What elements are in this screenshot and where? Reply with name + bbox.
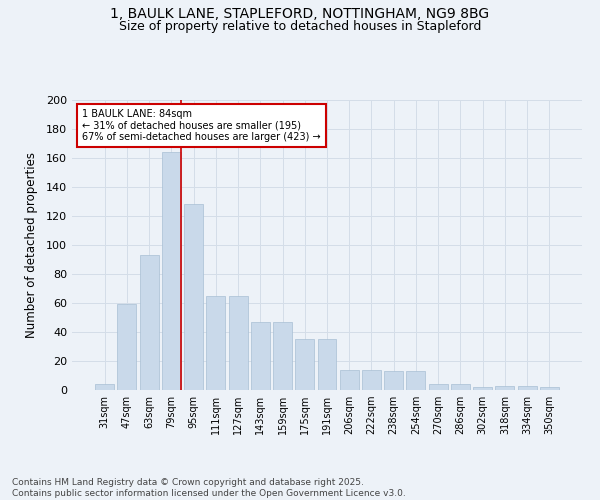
Bar xyxy=(362,370,381,390)
Bar xyxy=(496,386,514,390)
Bar xyxy=(429,384,448,390)
Bar xyxy=(273,322,292,390)
Bar xyxy=(184,204,203,390)
Bar xyxy=(118,304,136,390)
Y-axis label: Number of detached properties: Number of detached properties xyxy=(25,152,38,338)
Bar xyxy=(295,339,314,390)
Bar xyxy=(518,386,536,390)
Text: Size of property relative to detached houses in Stapleford: Size of property relative to detached ho… xyxy=(119,20,481,33)
Bar xyxy=(140,255,158,390)
Bar xyxy=(162,152,181,390)
Bar xyxy=(317,339,337,390)
Bar xyxy=(384,371,403,390)
Bar xyxy=(540,387,559,390)
Text: 1 BAULK LANE: 84sqm
← 31% of detached houses are smaller (195)
67% of semi-detac: 1 BAULK LANE: 84sqm ← 31% of detached ho… xyxy=(82,108,321,142)
Bar xyxy=(473,387,492,390)
Bar xyxy=(229,296,248,390)
Text: 1, BAULK LANE, STAPLEFORD, NOTTINGHAM, NG9 8BG: 1, BAULK LANE, STAPLEFORD, NOTTINGHAM, N… xyxy=(110,8,490,22)
Bar xyxy=(406,371,425,390)
Text: Contains HM Land Registry data © Crown copyright and database right 2025.
Contai: Contains HM Land Registry data © Crown c… xyxy=(12,478,406,498)
Bar xyxy=(340,370,359,390)
Bar xyxy=(451,384,470,390)
Bar xyxy=(251,322,270,390)
Bar xyxy=(95,384,114,390)
Bar xyxy=(206,296,225,390)
